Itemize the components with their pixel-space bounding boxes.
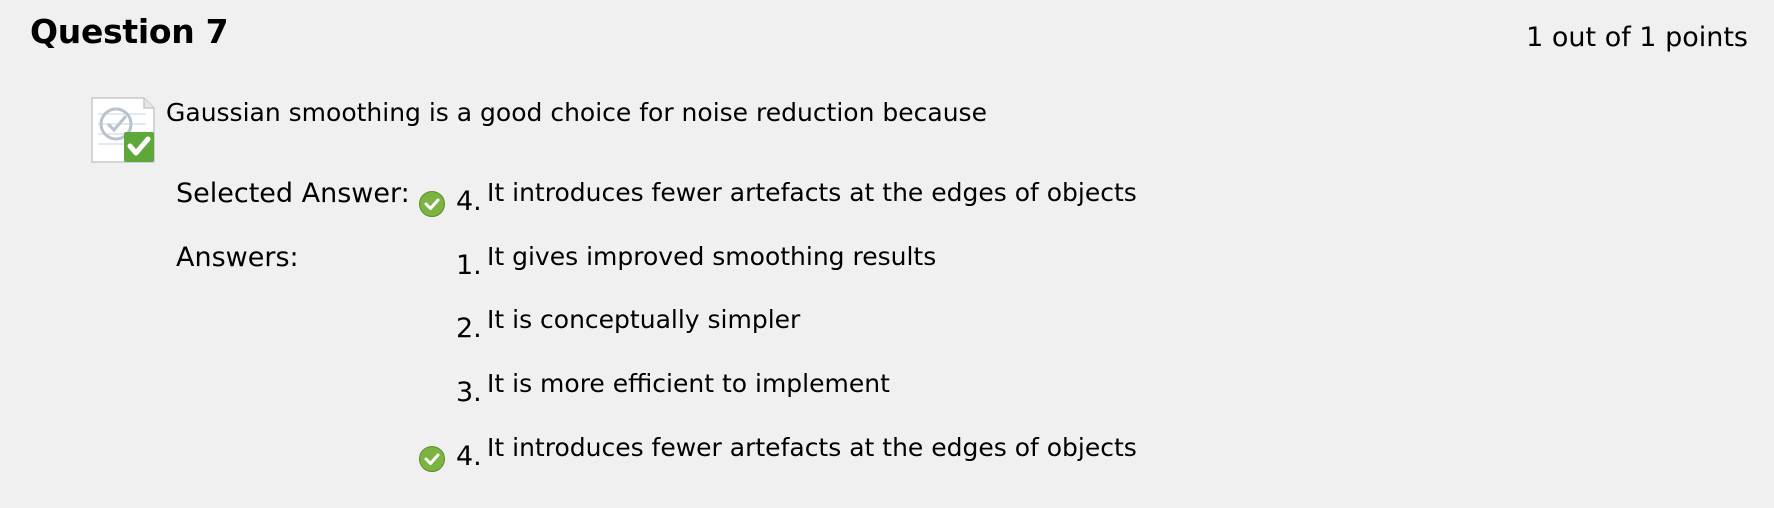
answer-number: 2. <box>456 313 482 344</box>
answer-text: It is more efficient to implement <box>487 369 890 398</box>
question-text: Gaussian smoothing is a good choice for … <box>166 98 987 127</box>
selected-answer-label: Selected Answer: <box>176 178 410 209</box>
answers-label: Answers: <box>176 242 299 273</box>
question-title: Question 7 <box>30 12 229 51</box>
selected-answer-text: It introduces fewer artefacts at the edg… <box>487 178 1137 207</box>
answer-number: 4. <box>456 441 482 472</box>
answer-text: It introduces fewer artefacts at the edg… <box>487 433 1137 462</box>
question-points: 1 out of 1 points <box>1526 22 1748 53</box>
selected-answer-number: 4. <box>456 186 482 217</box>
answer-number: 1. <box>456 250 482 281</box>
correct-check-icon <box>419 191 445 217</box>
answer-text: It is conceptually simpler <box>487 305 801 334</box>
answer-number: 3. <box>456 377 482 408</box>
answer-text: It gives improved smoothing results <box>487 242 937 271</box>
correct-question-icon <box>91 97 155 163</box>
correct-check-icon <box>419 446 445 472</box>
